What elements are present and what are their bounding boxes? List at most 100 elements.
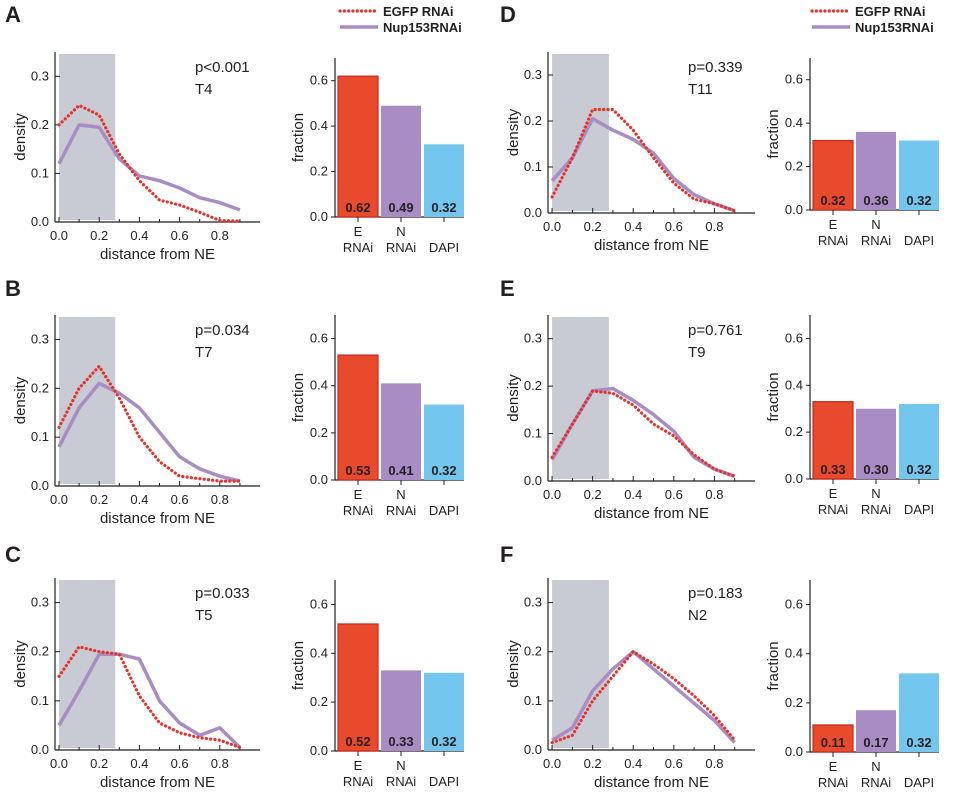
shaded-region bbox=[552, 580, 609, 748]
density-chart-b: 0.0 0.1 0.2 0.3 0.0 0.2 0.4 0.6 0.8 distance from… bbox=[12, 315, 260, 527]
y-tick-label: 0.2 bbox=[785, 424, 803, 439]
y-tick-label: 0.0 bbox=[785, 744, 803, 759]
panel-letter-f: F bbox=[500, 542, 513, 567]
x-tick-label: 0.0 bbox=[50, 492, 68, 507]
y-tick-label: 0.0 bbox=[310, 209, 328, 224]
y-tick-label: 0.1 bbox=[31, 429, 49, 444]
x-tick-label: 0.4 bbox=[130, 492, 148, 507]
category-label: RNAi bbox=[343, 240, 373, 255]
legend-entry: Nup153RNAi bbox=[855, 20, 934, 35]
y-tick-label: 0.2 bbox=[785, 159, 803, 174]
x-tick-label: 0.2 bbox=[584, 756, 602, 771]
y-tick-label: 0.0 bbox=[31, 214, 49, 229]
series-line-nup153rnai bbox=[57, 123, 241, 212]
x-axis-title: distance from NE bbox=[594, 774, 709, 791]
y-tick-label: 0.6 bbox=[785, 330, 803, 345]
category-label: N bbox=[871, 486, 880, 501]
series-line-nup153rnai bbox=[550, 116, 736, 213]
p-value: p=0.339 bbox=[688, 59, 743, 76]
category-label: RNAi bbox=[818, 233, 848, 248]
panel-letter-e: E bbox=[500, 276, 515, 301]
x-tick-label: 0.4 bbox=[624, 756, 642, 771]
category-label: E bbox=[354, 758, 363, 773]
category-label: RNAi bbox=[818, 775, 848, 790]
bar-value-label: 0.49 bbox=[388, 200, 413, 215]
bar-value-label: 0.62 bbox=[345, 200, 370, 215]
p-value: p=0.761 bbox=[688, 322, 743, 339]
bar-value-label: 0.32 bbox=[906, 735, 931, 750]
category-label: RNAi bbox=[343, 503, 373, 518]
category-label: RNAi bbox=[386, 774, 416, 789]
x-tick-label: 0.8 bbox=[211, 492, 229, 507]
x-axis-title: distance from NE bbox=[100, 510, 215, 527]
y-tick-label: 0.0 bbox=[524, 473, 542, 488]
y-tick-label: 0.0 bbox=[31, 742, 49, 757]
y-tick-label: 0.0 bbox=[310, 743, 328, 758]
y-tick-label: 0.6 bbox=[310, 73, 328, 88]
bar-value-label: 0.33 bbox=[388, 734, 413, 749]
y-tick-label: 0.2 bbox=[31, 380, 49, 395]
y-tick-label: 0.1 bbox=[524, 426, 542, 441]
category-label: E bbox=[829, 759, 838, 774]
bar-value-label: 0.41 bbox=[388, 463, 413, 478]
y-axis-title: density bbox=[505, 108, 522, 156]
y-tick-label: 0.2 bbox=[310, 694, 328, 709]
y-tick-label: 0.3 bbox=[31, 68, 49, 83]
bar-value-label: 0.36 bbox=[863, 193, 888, 208]
bar-value-label: 0.32 bbox=[431, 463, 456, 478]
sample-label: T5 bbox=[195, 607, 213, 624]
y-tick-label: 0.0 bbox=[310, 472, 328, 487]
x-tick-label: 0.6 bbox=[665, 487, 683, 502]
x-tick-label: 0.0 bbox=[543, 756, 561, 771]
x-tick-label: 0.6 bbox=[171, 492, 189, 507]
bar-egfp-rnai bbox=[812, 724, 854, 753]
panel-letter-c: C bbox=[5, 542, 21, 567]
category-label: RNAi bbox=[818, 502, 848, 517]
y-tick-label: 0.2 bbox=[31, 117, 49, 132]
x-tick-label: 0.8 bbox=[705, 756, 723, 771]
bar-value-label: 0.32 bbox=[820, 193, 845, 208]
y-tick-label: 0.4 bbox=[310, 645, 328, 660]
bar-value-label: 0.32 bbox=[906, 462, 931, 477]
legend-entry: Nup153RNAi bbox=[383, 20, 462, 35]
x-tick-label: 0.8 bbox=[705, 219, 723, 234]
bar-nup153-rnai bbox=[856, 408, 896, 479]
series-line-nup153rnai bbox=[57, 381, 241, 483]
y-tick-label: 0.3 bbox=[31, 331, 49, 346]
category-label: N bbox=[396, 487, 405, 502]
y-axis-title: density bbox=[505, 640, 522, 688]
series-line-egfp-rnai bbox=[57, 645, 242, 750]
category-label: N bbox=[396, 224, 405, 239]
y-tick-label: 0.3 bbox=[31, 595, 49, 610]
density-chart-e: 0.0 0.1 0.2 0.3 0.0 0.2 0.4 0.6 0.8 distance from… bbox=[505, 315, 755, 522]
x-tick-label: 0.2 bbox=[90, 756, 108, 771]
y-tick-label: 0.2 bbox=[310, 425, 328, 440]
category-label: RNAi bbox=[861, 502, 891, 517]
category-label: N bbox=[871, 759, 880, 774]
x-tick-label: 0.8 bbox=[211, 756, 229, 771]
series-line-egfp-rnai bbox=[550, 650, 737, 745]
category-label: N bbox=[871, 217, 880, 232]
x-tick-label: 0.4 bbox=[130, 228, 148, 243]
bar-nup153-rnai bbox=[381, 105, 421, 217]
category-label: DAPI bbox=[904, 775, 934, 790]
y-tick-label: 0.4 bbox=[785, 377, 803, 392]
category-label: E bbox=[354, 224, 363, 239]
y-tick-label: 0.1 bbox=[31, 165, 49, 180]
category-label: RNAi bbox=[861, 233, 891, 248]
panel-letter-b: B bbox=[5, 276, 21, 301]
bar-value-label: 0.32 bbox=[906, 193, 931, 208]
series-line-nup153rnai bbox=[551, 649, 736, 744]
category-label: RNAi bbox=[861, 775, 891, 790]
sample-label: N2 bbox=[688, 607, 707, 624]
p-value: p=0.034 bbox=[195, 322, 250, 339]
y-tick-label: 0.0 bbox=[524, 205, 542, 220]
y-tick-label: 0.2 bbox=[524, 644, 542, 659]
fraction-chart-b: 0.00.20.40.6fraction0.53ERNAi0.41NRNAi0.… bbox=[290, 315, 464, 518]
x-tick-label: 0.4 bbox=[624, 487, 642, 502]
y-tick-label: 0.4 bbox=[310, 378, 328, 393]
x-axis-title: distance from NE bbox=[594, 237, 709, 254]
